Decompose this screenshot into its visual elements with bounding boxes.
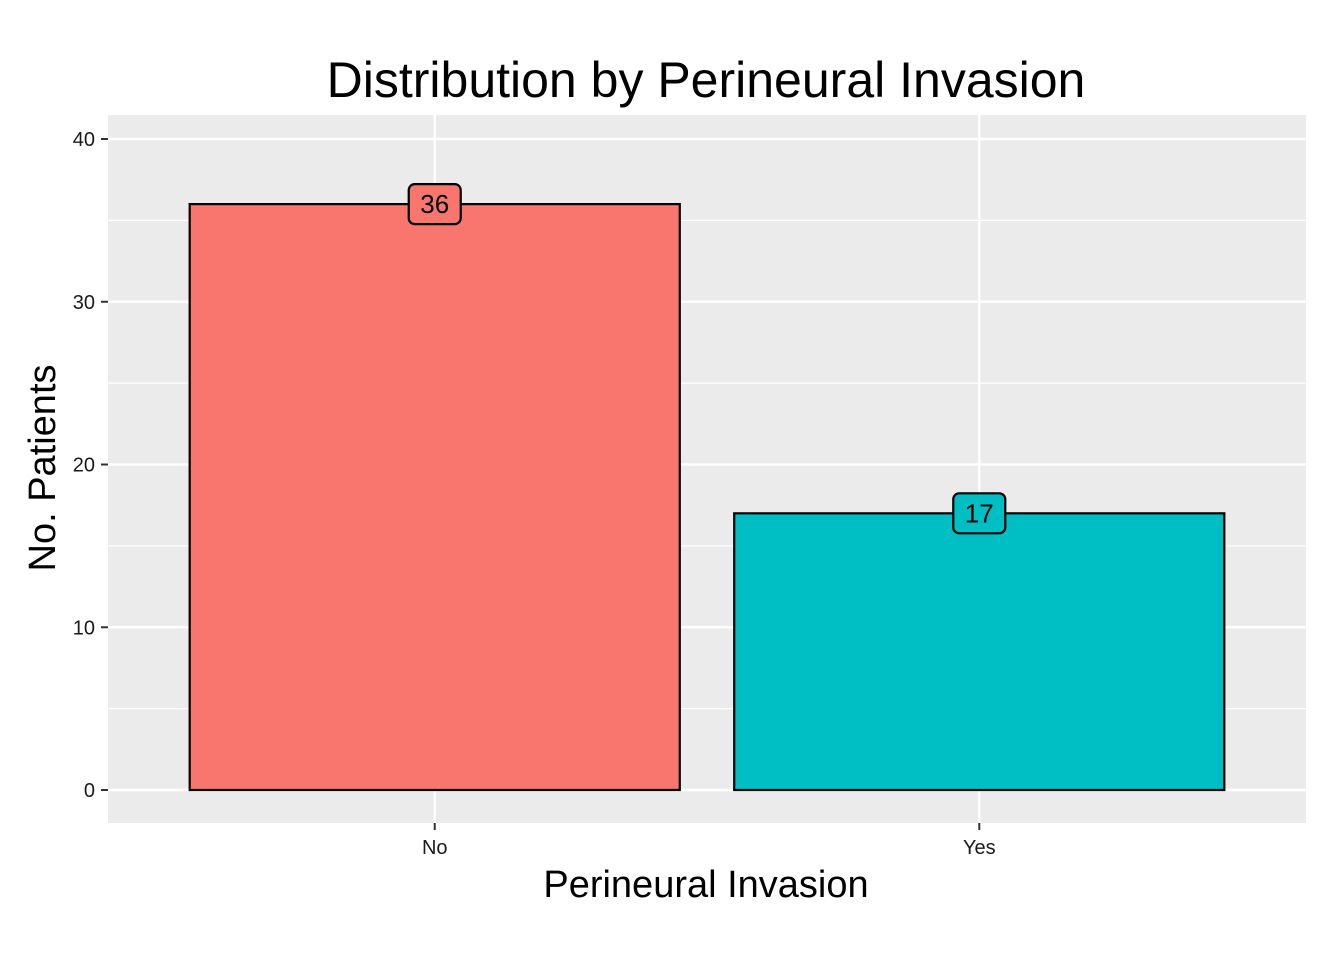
bar-no bbox=[188, 203, 681, 792]
data-label: 17 bbox=[965, 498, 994, 528]
y-tick-label: 0 bbox=[84, 780, 95, 802]
data-label-box bbox=[407, 183, 462, 226]
x-axis-title: Perineural Invasion bbox=[543, 864, 868, 906]
x-axis: No Yes bbox=[422, 823, 996, 859]
chart-title: Distribution by Perineural Invasion bbox=[327, 52, 1086, 108]
data-label-box bbox=[952, 492, 1007, 535]
y-tick-label: 40 bbox=[73, 129, 95, 151]
x-tick-label: Yes bbox=[963, 837, 996, 859]
x-tick-label: No bbox=[422, 837, 448, 859]
y-axis: 0 10 20 30 40 bbox=[73, 129, 108, 802]
y-tick-label: 20 bbox=[73, 455, 95, 477]
bar-yes bbox=[733, 512, 1226, 792]
y-axis-title: No. Patients bbox=[22, 365, 64, 572]
data-label: 36 bbox=[420, 189, 449, 219]
y-tick-label: 30 bbox=[73, 292, 95, 314]
y-tick-label: 10 bbox=[73, 617, 95, 639]
data-labels: 36 17 bbox=[407, 183, 1007, 535]
bars bbox=[188, 203, 1226, 792]
